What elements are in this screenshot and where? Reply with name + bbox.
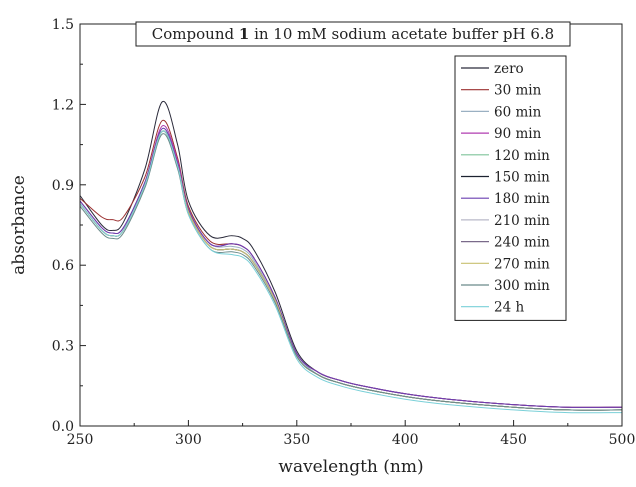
legend-label-3: 90 min [494, 126, 542, 142]
legend-label-10: 300 min [494, 278, 550, 294]
legend-label-5: 150 min [494, 170, 550, 186]
legend-label-0: zero [494, 61, 524, 77]
y-tick-label-3: 0.9 [52, 178, 74, 194]
chart-title-frame [135, 21, 571, 47]
legend-frame [454, 55, 567, 321]
legend-label-4: 120 min [494, 148, 550, 164]
legend-label-6: 180 min [494, 191, 550, 207]
legend-label-11: 24 h [494, 300, 524, 316]
legend-label-2: 60 min [494, 104, 542, 120]
series-lines [79, 101, 623, 414]
series-line-11 [79, 130, 623, 414]
x-axis-label: wavelength (nm) [278, 457, 423, 477]
y-axis-label: absorbance [9, 175, 29, 275]
chart-title-compound-number: 1 [239, 25, 249, 43]
chart-title: Compound 1 in 10 mM sodium acetate buffe… [152, 25, 554, 43]
axis-ticks: 250 300 350 400 450 500 0.0 0.3 0.6 0.9 1.2 1.5 [52, 17, 636, 448]
y-tick-label-1: 0.3 [52, 339, 74, 355]
y-tick-label-5: 1.5 [52, 17, 74, 33]
chart-title-prefix: Compound [152, 25, 239, 43]
x-tick-label-1: 300 [175, 432, 202, 448]
x-tick-label-0: 250 [67, 432, 94, 448]
y-tick-label-0: 0.0 [52, 419, 74, 435]
chart-title-box: Compound 1 in 10 mM sodium acetate buffe… [135, 21, 571, 47]
legend-label-8: 240 min [494, 235, 550, 251]
series-line-6 [79, 127, 623, 408]
legend-label-7: 210 min [494, 213, 550, 229]
x-tick-label-3: 400 [392, 432, 419, 448]
legend: zero 30 min 60 min 90 min 120 min 150 min 180 … [454, 55, 567, 321]
x-tick-label-4: 450 [500, 432, 527, 448]
y-tick-label-2: 0.6 [52, 258, 74, 274]
legend-label-1: 30 min [494, 83, 542, 99]
x-tick-label-5: 500 [609, 432, 636, 448]
y-tick-label-4: 1.2 [52, 97, 74, 113]
x-tick-label-2: 350 [283, 432, 310, 448]
series-line-10 [79, 133, 623, 411]
chart-title-suffix: in 10 mM sodium acetate buffer pH 6.8 [249, 25, 554, 43]
legend-label-9: 270 min [494, 256, 550, 272]
